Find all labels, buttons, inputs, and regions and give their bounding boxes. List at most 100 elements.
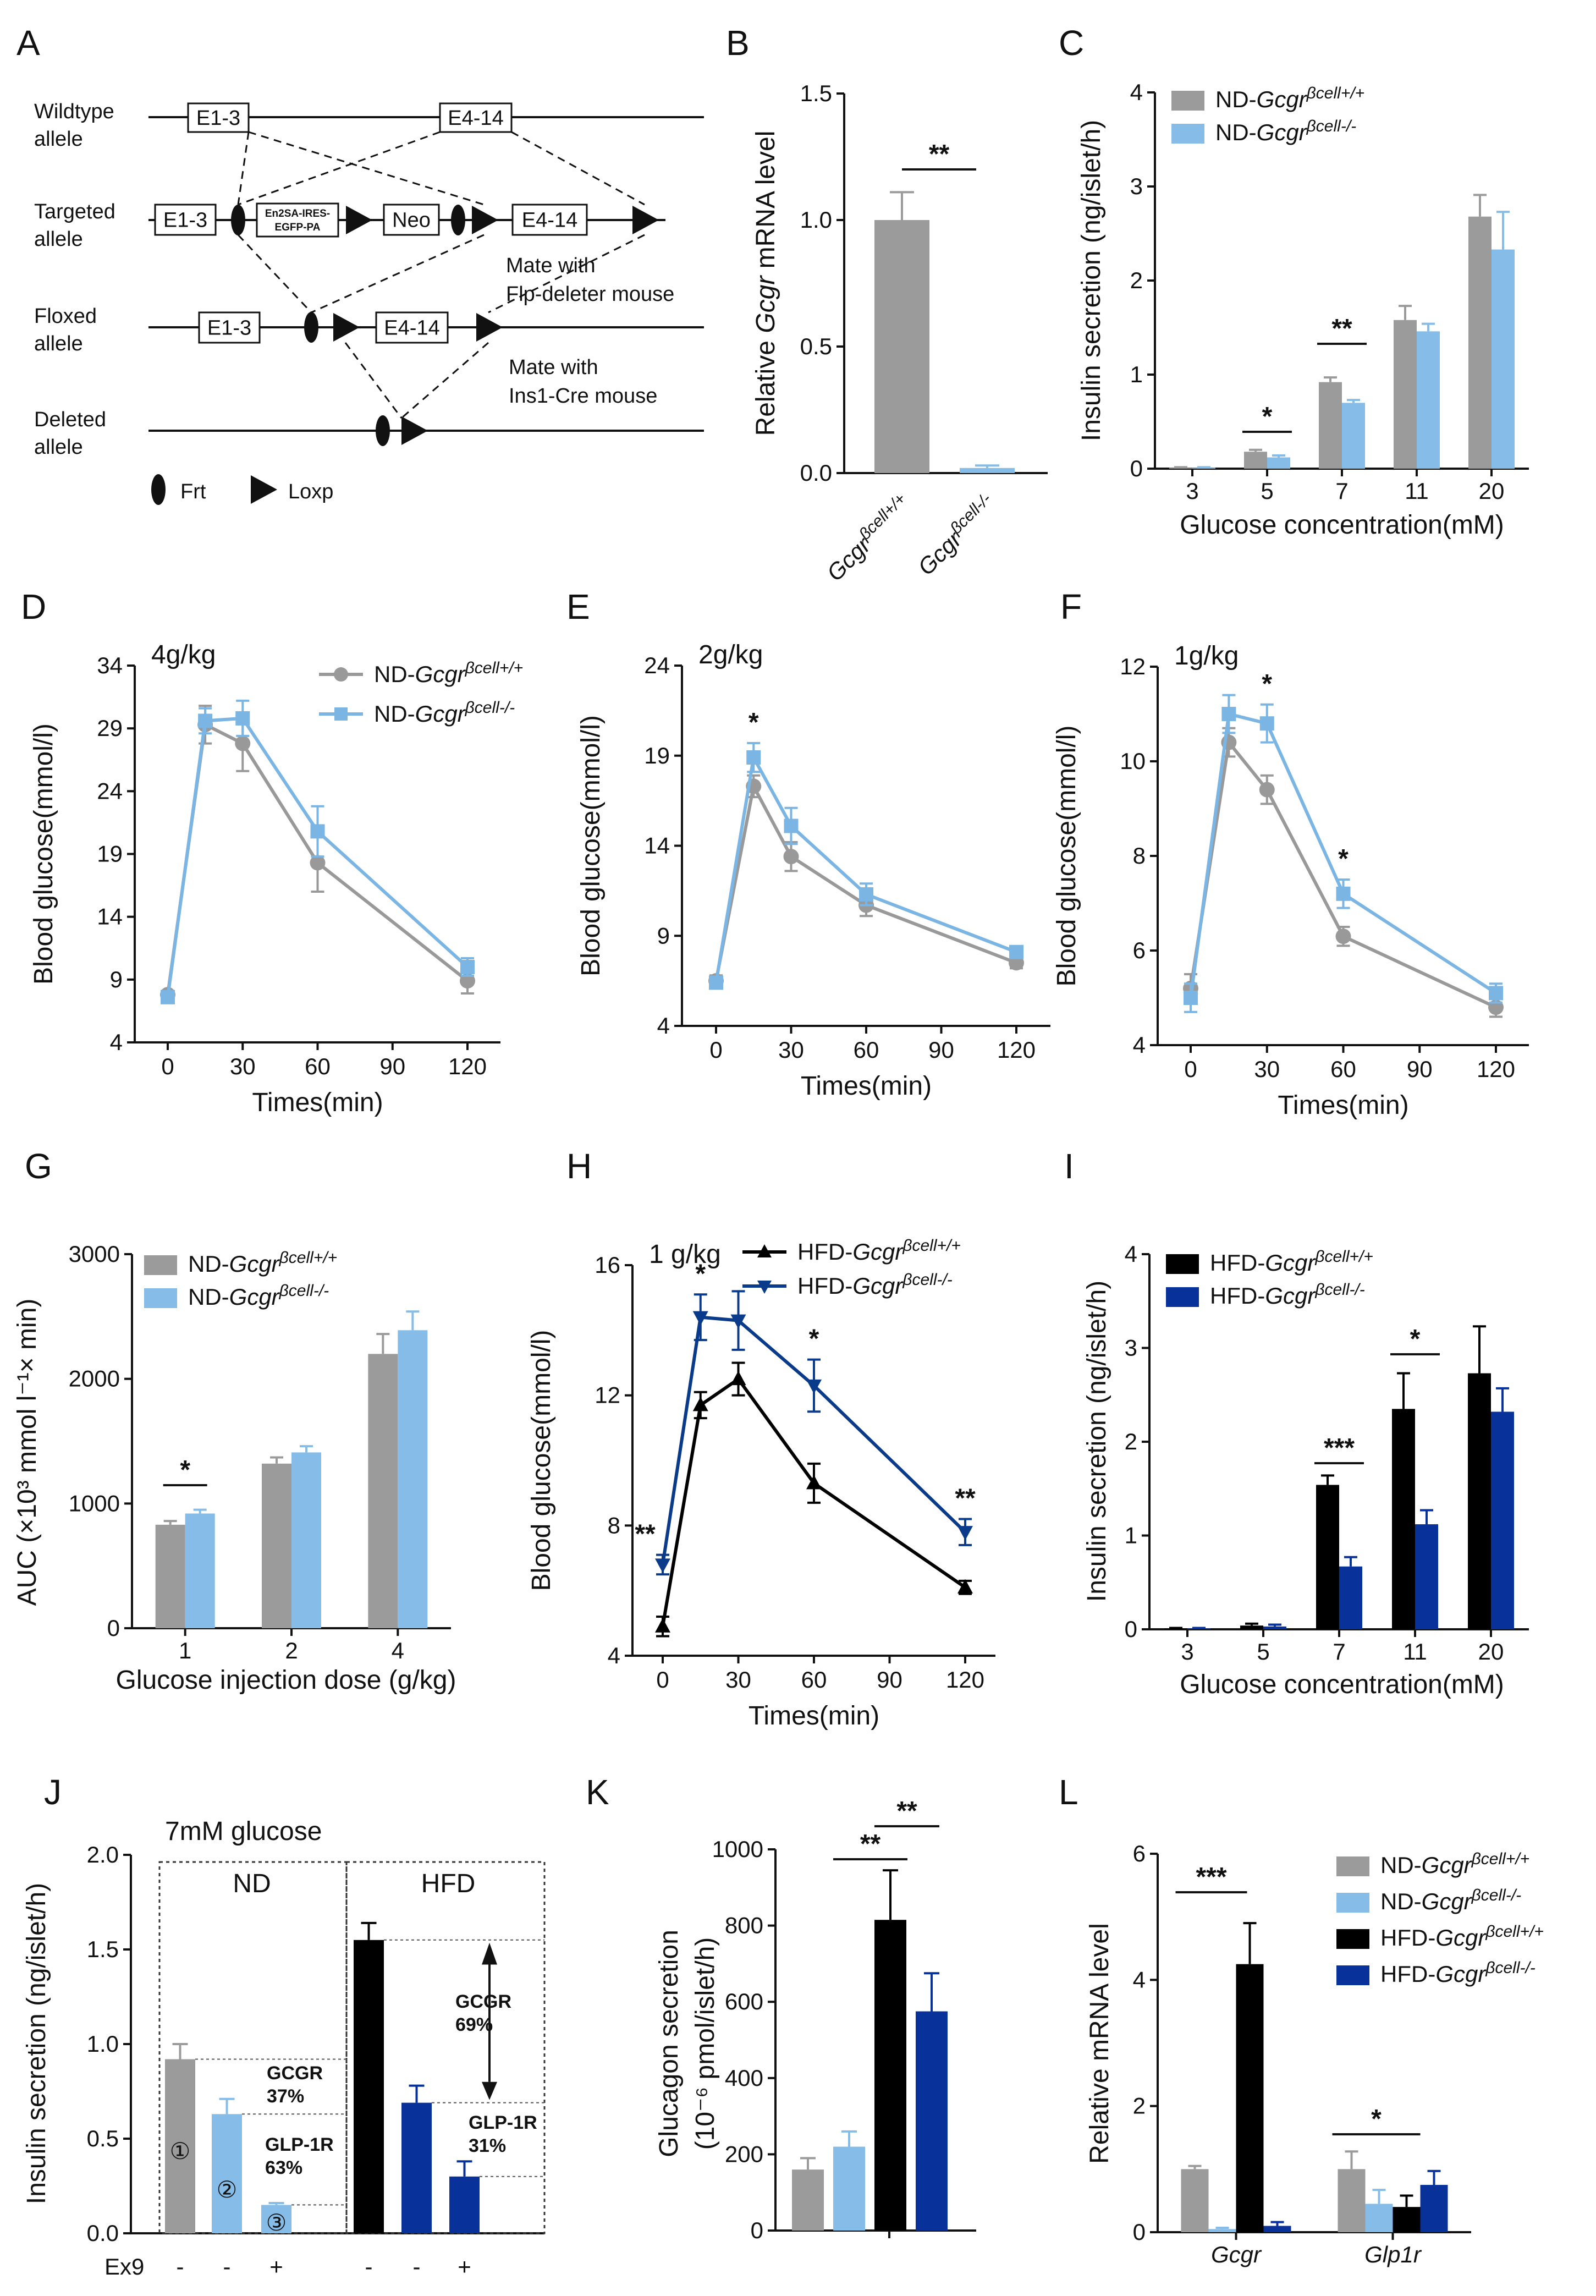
ex9-sign: - [223,2254,231,2279]
bar-j-0 [165,2059,195,2233]
y-tick-label: 19 [644,743,670,768]
bar-G-4-0 [368,1354,398,1628]
y-tick-label: 4 [110,1029,123,1055]
significance-label: * [1410,1325,1421,1354]
targeted-allele-label: allele [34,228,83,251]
frt-legend-text: Frt [180,480,206,503]
y-tick-label: 0.5 [87,2125,119,2151]
hfd-group-box [345,1861,546,2234]
y-tick-label: 2 [1130,267,1143,293]
mate-flp-text: Mate with [506,254,596,277]
dose-label: 1g/kg [1174,641,1239,671]
legend-text: ND-Gcgrβcell+/+ [374,659,523,687]
x-tick-label: 120 [1477,1056,1515,1082]
x-tick-label: 7 [1333,1639,1345,1665]
exon-e4-14-wildtype-text: E4-14 [448,107,503,130]
legend-text: ND-Gcgrβcell+/+ [188,1249,337,1277]
y-tick-label: 29 [97,715,123,741]
legend-swatch [1336,1856,1369,1876]
bar-C-7-0 [1319,382,1342,469]
y-tick-label: 9 [657,922,670,948]
x-tick-label: 20 [1478,1639,1504,1665]
en2sa-cassette [256,202,339,238]
exon-e1-3-targeted [154,204,217,236]
data-point [310,855,326,871]
y-tick-label: 8 [1133,843,1146,869]
dash-guide [248,131,485,206]
dose-label: 2g/kg [698,640,763,669]
frt-site [376,415,390,446]
legend-text: HFD-Gcgrβcell-/- [1380,1959,1536,1987]
x-tick-label: 20 [1479,478,1505,504]
y-tick-label: 0 [1133,2219,1146,2245]
glp1r-annotation-hfd: 31% [469,2135,506,2156]
loxp-site [346,206,372,234]
y-tick-label: 1.5 [800,80,832,106]
bar-L-Gcgr-2 [1236,1964,1264,2232]
y-tick-label: 16 [595,1252,620,1278]
marker-label: ② [217,2177,238,2202]
panel-a-construct-diagram: A Wildtype allele Targeted allele Floxed allel… [16,23,704,505]
data-point [198,713,213,728]
panel-label-f: F [1060,587,1082,627]
bar-I-5-0 [1240,1625,1263,1629]
data-point [1259,782,1275,798]
x-tick-label: 0 [656,1667,669,1693]
data-point [692,1397,708,1411]
y-axis-label: Blood glucose(mmol/l) [576,715,606,976]
significance-label: ** [860,1830,881,1859]
loxp-site [472,206,498,234]
y-axis-label: Insulin secretion (ng/islet/h) [1082,1281,1111,1602]
x-axis-label: Glucose concentration(mM) [1180,1670,1504,1699]
data-point [310,824,325,839]
loxp-legend-icon [251,475,277,504]
panel-label-k: K [586,1772,609,1812]
bar-G-4-1 [398,1330,428,1628]
bar-j-4 [401,2102,432,2233]
x-tick-label: 90 [1407,1056,1433,1082]
bar-C-11-1 [1417,331,1440,469]
y-tick-label: 200 [725,2141,763,2167]
y-tick-label: 1 [1130,361,1143,387]
bar-C-20-0 [1468,216,1492,469]
frt-site [451,205,465,235]
exon-e1-3-wildtype-text: E1-3 [196,107,240,130]
data-point [957,1526,973,1541]
legend-swatch [1166,1254,1199,1274]
bar-I-7-0 [1316,1485,1339,1629]
marker-label: ③ [266,2210,287,2235]
x-axis-label: Glucose concentration(mM) [1180,510,1504,540]
y-tick-label: 4 [657,1013,670,1039]
y-tick-label: 0 [751,2217,763,2243]
y-tick-label: 0 [1130,455,1143,481]
y-tick-label: 4 [608,1643,620,1668]
data-point [1259,716,1274,731]
data-point [1009,944,1023,959]
significance-label: * [1262,669,1272,699]
en2sa-text: EGFP-PA [274,222,320,233]
x-tick-label: 30 [1254,1056,1280,1082]
bar-k-1 [833,2146,865,2231]
bar-C-20-1 [1492,249,1515,469]
bar-L-Gcgr-1 [1208,2229,1236,2232]
wildtype-allele-label: Wildtype [34,100,114,123]
loxp-site [632,206,659,234]
panel-k-chart: K 0 200 400 600 800 1000 Glucagon secretion (10⁻… [586,1772,976,2243]
data-point [692,1311,708,1326]
glp1r-annotation-nd: GLP-1R [265,2134,334,2155]
x-tick-label: Gcgrβcell-/- [911,490,1001,580]
x-tick-label: 5 [1257,1639,1269,1665]
y-tick-label: 14 [97,904,123,930]
bar-C-5-1 [1267,457,1290,469]
data-point [1184,991,1198,1005]
floxed-allele-label: Floxed [34,305,97,328]
exon-e1-3-floxed [198,311,261,344]
panel-h-chart: 4 8 12 16 0 30 60 90 120 1 g/kg Blood glucose(mmol… [527,1146,995,1731]
y-tick-label: 3 [1125,1335,1137,1361]
legend-swatch [1166,1287,1199,1307]
data-point [730,1371,746,1386]
data-point [730,1314,746,1329]
ex9-sign: - [413,2254,421,2279]
